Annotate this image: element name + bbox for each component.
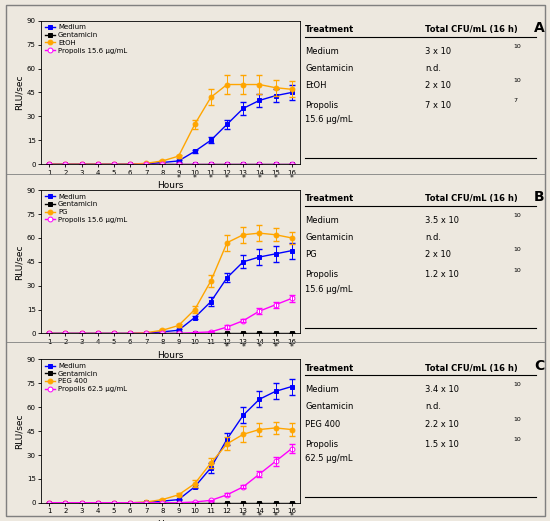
- Text: EtOH: EtOH: [305, 81, 327, 90]
- Text: 7: 7: [513, 98, 517, 103]
- Text: 10: 10: [513, 78, 521, 83]
- Text: *: *: [241, 343, 245, 352]
- Text: Medium: Medium: [305, 47, 339, 56]
- Text: 3.5 x 10: 3.5 x 10: [425, 216, 459, 225]
- Text: 10: 10: [513, 437, 521, 442]
- Text: 62.5 μg/mL: 62.5 μg/mL: [305, 454, 353, 463]
- Text: n.d.: n.d.: [425, 402, 441, 412]
- Text: Gentamicin: Gentamicin: [305, 402, 354, 412]
- Text: Total CFU/mL (16 h): Total CFU/mL (16 h): [425, 194, 518, 204]
- Text: *: *: [177, 173, 180, 183]
- X-axis label: Hours: Hours: [157, 351, 184, 359]
- Text: *: *: [241, 512, 245, 521]
- Y-axis label: RLU/sec: RLU/sec: [15, 75, 24, 110]
- Text: 2 x 10: 2 x 10: [425, 251, 452, 259]
- Text: 10: 10: [513, 417, 521, 422]
- Text: *: *: [225, 173, 229, 183]
- Y-axis label: RLU/sec: RLU/sec: [15, 413, 24, 449]
- Text: 10: 10: [513, 213, 521, 218]
- Text: Gentamicin: Gentamicin: [305, 64, 354, 73]
- Text: Medium: Medium: [305, 216, 339, 225]
- Text: Total CFU/mL (16 h): Total CFU/mL (16 h): [425, 364, 518, 373]
- Text: C: C: [534, 359, 544, 374]
- Text: n.d.: n.d.: [425, 64, 441, 73]
- Text: *: *: [257, 173, 261, 183]
- Text: PEG 400: PEG 400: [305, 420, 340, 429]
- Text: 2.2 x 10: 2.2 x 10: [425, 420, 459, 429]
- Y-axis label: RLU/sec: RLU/sec: [15, 244, 24, 280]
- Text: Treatment: Treatment: [305, 364, 355, 373]
- Text: Treatment: Treatment: [305, 194, 355, 204]
- Text: *: *: [209, 173, 213, 183]
- Text: 3 x 10: 3 x 10: [425, 47, 452, 56]
- Text: 15.6 μg/mL: 15.6 μg/mL: [305, 284, 353, 294]
- Text: n.d.: n.d.: [425, 233, 441, 242]
- Text: *: *: [193, 173, 197, 183]
- Text: *: *: [273, 512, 277, 521]
- Text: 10: 10: [513, 247, 521, 253]
- Text: Propolis: Propolis: [305, 101, 338, 110]
- Text: 3.4 x 10: 3.4 x 10: [425, 386, 459, 394]
- Text: *: *: [257, 512, 261, 521]
- Text: 10: 10: [513, 268, 521, 272]
- X-axis label: Hours: Hours: [157, 181, 184, 190]
- Text: 15.6 μg/mL: 15.6 μg/mL: [305, 115, 353, 125]
- Text: Total CFU/mL (16 h): Total CFU/mL (16 h): [425, 25, 518, 34]
- Text: *: *: [257, 343, 261, 352]
- Text: PG: PG: [305, 251, 317, 259]
- Text: *: *: [290, 173, 294, 183]
- Text: 10: 10: [513, 44, 521, 49]
- Legend: Medium, Gentamicin, PEG 400, Propolis 62.5 μg/mL: Medium, Gentamicin, PEG 400, Propolis 62…: [43, 362, 129, 393]
- Text: 1.5 x 10: 1.5 x 10: [425, 440, 459, 449]
- Text: Propolis: Propolis: [305, 270, 338, 279]
- Text: *: *: [290, 343, 294, 352]
- Text: Propolis: Propolis: [305, 440, 338, 449]
- Text: Gentamicin: Gentamicin: [305, 233, 354, 242]
- Legend: Medium, Gentamicin, EtOH, Propolis 15.6 μg/mL: Medium, Gentamicin, EtOH, Propolis 15.6 …: [43, 23, 129, 55]
- Legend: Medium, Gentamicin, PG, Propolis 15.6 μg/mL: Medium, Gentamicin, PG, Propolis 15.6 μg…: [43, 192, 129, 224]
- Text: *: *: [290, 512, 294, 521]
- Text: *: *: [241, 173, 245, 183]
- X-axis label: Hours: Hours: [157, 520, 184, 521]
- Text: 10: 10: [513, 382, 521, 388]
- Text: Medium: Medium: [305, 386, 339, 394]
- Text: 7 x 10: 7 x 10: [425, 101, 452, 110]
- Text: *: *: [273, 173, 277, 183]
- Text: *: *: [273, 343, 277, 352]
- Text: 2 x 10: 2 x 10: [425, 81, 452, 90]
- Text: 1.2 x 10: 1.2 x 10: [425, 270, 459, 279]
- Text: A: A: [534, 21, 544, 35]
- Text: Treatment: Treatment: [305, 25, 355, 34]
- Text: *: *: [225, 343, 229, 352]
- Text: B: B: [534, 190, 544, 204]
